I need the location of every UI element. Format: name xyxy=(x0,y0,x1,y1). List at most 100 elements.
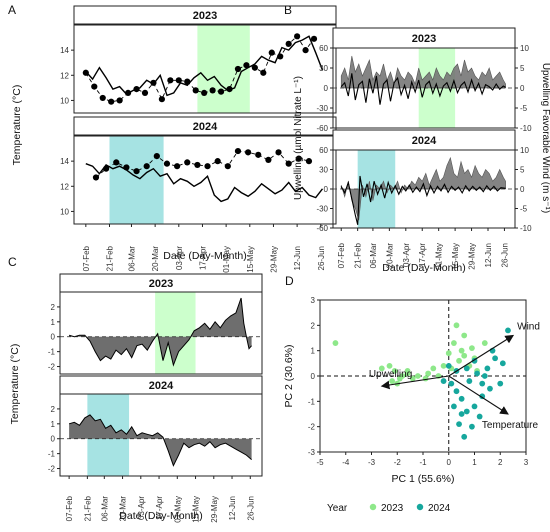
d-xtick-label: -2 xyxy=(394,458,402,467)
d-point-2023 xyxy=(461,352,468,359)
a-2023-buoy-point xyxy=(133,86,140,93)
b-2024-y2-ytick-label: -5 xyxy=(520,205,528,214)
a-2024-strip xyxy=(73,116,337,136)
d-ylabel: PC 2 (30.6%) xyxy=(283,344,295,407)
d-point-2024 xyxy=(476,413,483,420)
d-point-2024 xyxy=(492,355,498,362)
b-2023-y2-ytick-label: 10 xyxy=(520,44,529,53)
d-point-2023 xyxy=(391,368,398,374)
panel-label-c: C xyxy=(8,255,17,269)
a-2023-buoy-point xyxy=(141,89,149,96)
d-point-2023 xyxy=(389,378,395,384)
a-2023-strip-title: 2023 xyxy=(193,10,217,22)
d-point-2024 xyxy=(463,365,470,372)
d-legend-label-2023: 2023 xyxy=(381,503,404,514)
d-point-2024 xyxy=(474,370,480,377)
a-xtick-label: 15-May xyxy=(246,246,255,273)
d-point-2024 xyxy=(481,373,488,379)
a-2024-buoy-point xyxy=(133,168,140,175)
c-xtick-label: 17-Apr xyxy=(155,496,164,520)
a-xtick-label: 12-Jun xyxy=(293,246,302,270)
a-2023-buoy-point xyxy=(285,40,292,47)
c-xtick-label: 26-Jun xyxy=(246,496,255,520)
b-2023-ytick-label: -60 xyxy=(316,124,328,133)
a-2024-strip-title: 2024 xyxy=(193,121,218,133)
c-2024-strip-title: 2024 xyxy=(149,380,174,392)
a-2023-buoy-point xyxy=(243,62,250,69)
d-ytick-label: 3 xyxy=(311,296,316,305)
a-2024-ytick-label: 12 xyxy=(60,182,69,191)
d-point-2024 xyxy=(471,403,478,410)
c-2024-ytick-label: 1 xyxy=(51,420,56,429)
c-2024-anomaly-line xyxy=(68,414,252,467)
a-2024-buoy-point xyxy=(194,161,201,169)
a-xtick-label: 20-Mar xyxy=(151,246,160,272)
c-xtick-label: 21-Feb xyxy=(83,495,92,521)
b-xtick-label: 15-May xyxy=(451,243,460,270)
d-legend-title: Year xyxy=(327,503,348,514)
c-2023-ytick-label: 2 xyxy=(51,303,56,312)
a-2023-buoy-point xyxy=(150,79,157,86)
a-xtick-label: 21-Feb xyxy=(105,245,114,271)
b-2023-ytick-label: 60 xyxy=(319,44,328,53)
a-2024-buoy-point xyxy=(214,158,221,165)
b-2024-strip-title: 2024 xyxy=(412,135,437,147)
a-2023-frame xyxy=(73,24,337,114)
d-point-2023 xyxy=(453,322,460,329)
c-xtick-label: 20-Mar xyxy=(119,496,128,522)
c-xtick-label: 01-May xyxy=(173,496,182,523)
d-point-2024 xyxy=(466,378,473,384)
b-2023-strip-title: 2023 xyxy=(412,33,436,45)
b-2024-ytick-label: 0 xyxy=(324,185,329,194)
a-2024-buoy-point xyxy=(103,165,110,172)
a-2024-buoy-point xyxy=(245,149,252,156)
d-xtick-label: 3 xyxy=(524,458,529,467)
d-point-2024 xyxy=(469,423,475,430)
d-point-2024 xyxy=(479,380,486,387)
d-vector-label-wind: Wind xyxy=(517,321,540,332)
a-2024-ytick-label: 10 xyxy=(60,207,69,216)
d-xtick-label: 2 xyxy=(498,458,503,467)
a-2024-buoy-point xyxy=(265,156,272,163)
a-2024-buoy-point xyxy=(305,158,313,165)
a-xlabel: Date (Day-Month) xyxy=(163,250,246,262)
a-xtick-label: 29-May xyxy=(269,246,278,273)
d-point-2024 xyxy=(484,365,491,372)
d-point-2023 xyxy=(430,365,437,372)
c-2023-anomaly-line xyxy=(68,297,252,367)
d-point-2023 xyxy=(422,375,429,382)
a-2023-buoy-point xyxy=(260,69,267,76)
a-2023-ytick-label: 14 xyxy=(60,46,69,55)
a-2023-buoy-point xyxy=(108,98,115,105)
a-2024-buoy-point xyxy=(295,155,302,162)
a-2024-buoy-point xyxy=(92,174,100,181)
a-2024-buoy-point xyxy=(255,151,262,158)
d-point-2023 xyxy=(399,373,406,379)
c-2023-ytick-label: 0 xyxy=(51,333,56,342)
a-2023-buoy-point xyxy=(234,65,242,73)
a-2023-buoy-line xyxy=(85,35,315,103)
c-xtick-label: 12-Jun xyxy=(228,496,237,520)
d-point-2023 xyxy=(409,375,416,382)
b-2023-y2-ytick-label: 5 xyxy=(520,64,525,73)
d-vector-label-upwelling: Upwelling xyxy=(369,369,412,380)
d-vector-label-temperature: Temperature xyxy=(482,420,539,431)
d-legend-swatch-2024 xyxy=(416,503,424,511)
b-2024-ytick-label: -60 xyxy=(316,224,328,233)
a-xtick-label: 06-Mar xyxy=(127,246,136,272)
a-2024-buoy-line xyxy=(95,150,310,178)
d-point-2023 xyxy=(469,345,475,352)
d-point-2023 xyxy=(378,365,385,372)
c-2023-ytick-label: 1 xyxy=(51,318,56,327)
d-ytick-label: -3 xyxy=(308,448,316,457)
b-2023-y2-ytick-label: -10 xyxy=(520,124,532,133)
c-2023-ytick-label: -1 xyxy=(48,348,56,357)
b-xtick-label: 29-May xyxy=(468,243,477,270)
b-2023-ytick-label: 30 xyxy=(319,64,328,73)
a-2024-highlight xyxy=(109,136,164,224)
d-point-2023 xyxy=(481,340,488,346)
d-legend-swatch-2023 xyxy=(369,503,377,511)
a-2023-buoy-point xyxy=(91,83,98,90)
c-xtick-label: 29-May xyxy=(210,496,219,523)
